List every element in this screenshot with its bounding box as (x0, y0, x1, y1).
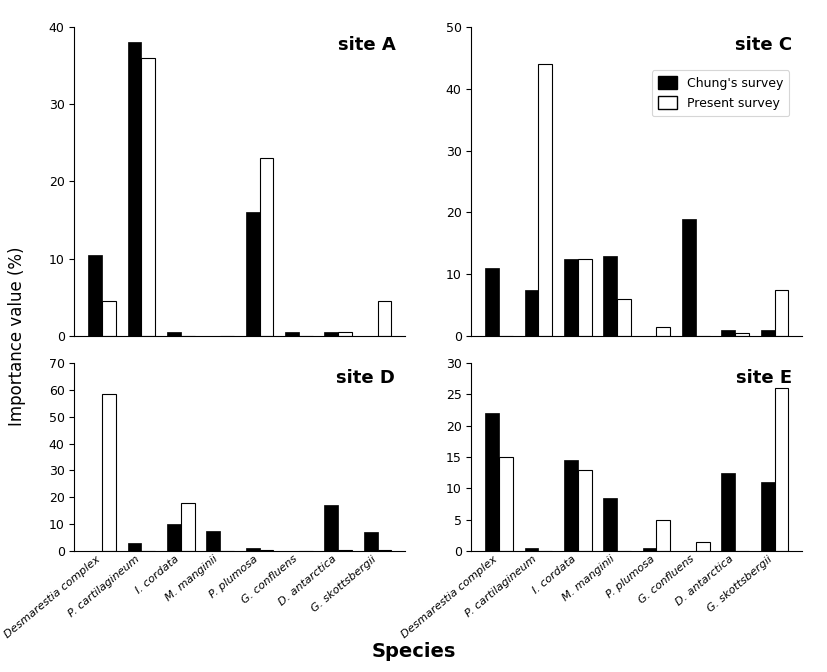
Bar (604, 498, 617, 551)
Text: site A: site A (337, 36, 395, 54)
Bar (260, 159, 273, 336)
Bar (578, 470, 591, 551)
Bar (260, 550, 273, 551)
Bar (604, 255, 617, 336)
Bar (657, 519, 670, 551)
Bar (485, 268, 499, 336)
Bar (167, 524, 181, 551)
Bar (485, 413, 499, 551)
Bar (207, 531, 220, 551)
Bar (246, 212, 260, 336)
Bar (102, 301, 116, 336)
Bar (538, 64, 552, 336)
Bar (127, 543, 141, 551)
Text: Species: Species (371, 642, 456, 661)
Legend: Chung's survey, Present survey: Chung's survey, Present survey (652, 71, 789, 116)
Bar (364, 532, 378, 551)
Bar (578, 259, 591, 336)
Bar (167, 332, 181, 336)
Bar (761, 330, 775, 336)
Bar (524, 290, 538, 336)
Bar (338, 550, 352, 551)
Bar (127, 42, 141, 336)
Bar (102, 394, 116, 551)
Bar (88, 255, 102, 336)
Bar (775, 388, 788, 551)
Bar (141, 58, 155, 336)
Bar (735, 333, 749, 336)
Bar (378, 550, 391, 551)
Text: site C: site C (735, 36, 792, 54)
Bar (564, 259, 578, 336)
Text: Importance value (%): Importance value (%) (7, 246, 26, 426)
Bar (181, 503, 194, 551)
Bar (285, 332, 299, 336)
Text: site E: site E (736, 368, 792, 386)
Bar (682, 218, 696, 336)
Bar (657, 327, 670, 336)
Bar (643, 548, 657, 551)
Text: site D: site D (337, 368, 395, 386)
Bar (499, 457, 513, 551)
Bar (324, 505, 338, 551)
Bar (338, 332, 352, 336)
Bar (246, 548, 260, 551)
Bar (761, 482, 775, 551)
Bar (617, 299, 631, 336)
Bar (324, 332, 338, 336)
Bar (696, 542, 710, 551)
Bar (524, 548, 538, 551)
Bar (564, 460, 578, 551)
Bar (775, 290, 788, 336)
Bar (721, 330, 735, 336)
Bar (721, 472, 735, 551)
Bar (378, 301, 391, 336)
